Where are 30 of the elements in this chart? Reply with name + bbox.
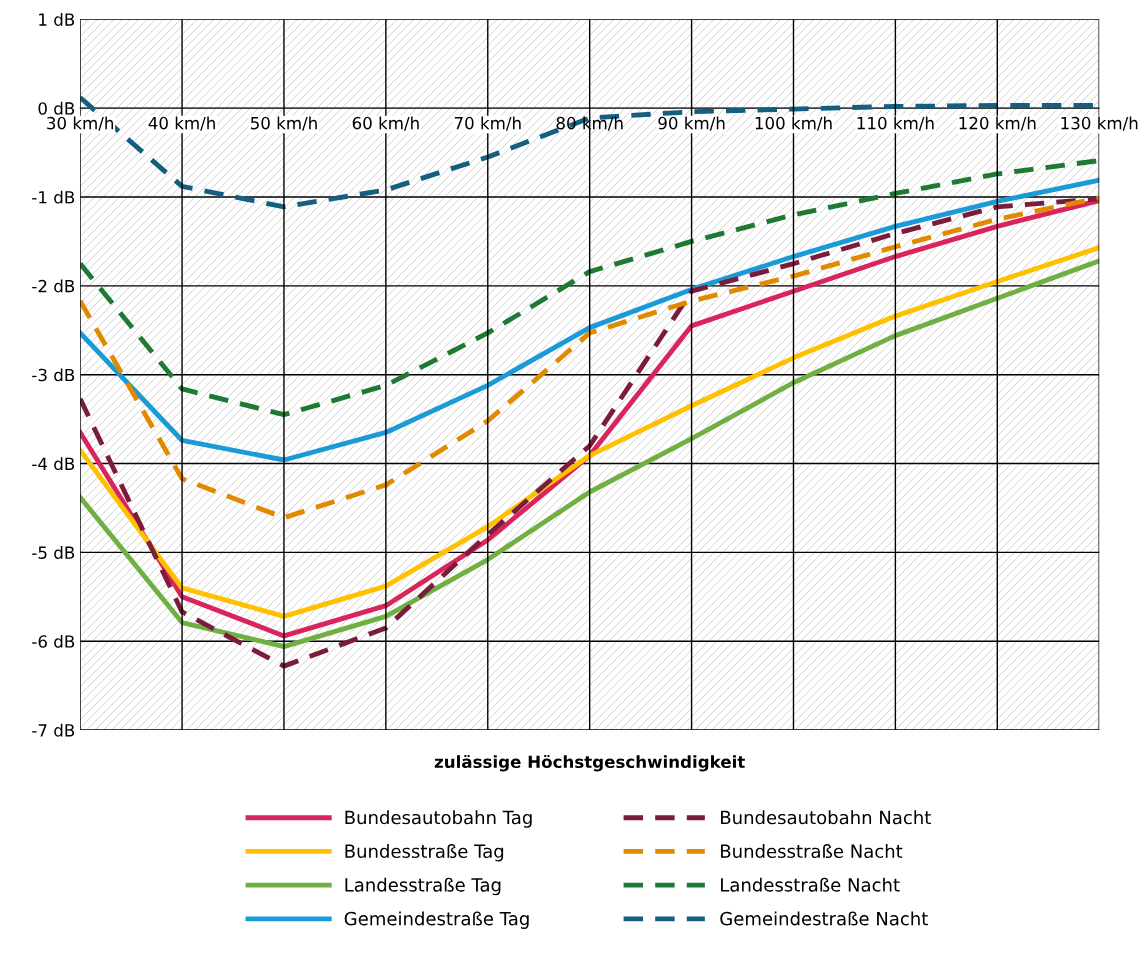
y-tick-label: -4 dB <box>32 457 75 471</box>
x-tick-label: 70 km/h <box>454 116 521 131</box>
legend-label: Bundesautobahn Tag <box>345 810 532 828</box>
y-tick-label: 0 dB <box>38 101 75 115</box>
y-tick-label: -2 dB <box>32 279 75 293</box>
legend-label: Landesstraße Tag <box>345 877 501 896</box>
legend-label: Bundesstraße Nacht <box>721 844 903 858</box>
x-tick-label: 50 km/h <box>250 116 317 131</box>
x-tick-label: 100 km/h <box>755 116 832 131</box>
x-tick-label: 130 km/h <box>1061 116 1138 131</box>
legend-label: Bundesautobahn Nacht <box>721 810 931 825</box>
y-tick-label: -5 dB <box>32 546 75 559</box>
line-series <box>80 195 1100 521</box>
legend-label: Landesstraße Nacht <box>721 877 900 892</box>
x-tick-label: 30 km/h <box>47 116 114 131</box>
x-tick-label: 120 km/h <box>959 116 1036 131</box>
x-tick-label: 110 km/h <box>857 116 934 131</box>
legend-label: Bundesstraße Tag <box>345 844 504 862</box>
x-tick-label: 90 km/h <box>658 116 725 131</box>
y-tick-label: -1 dB <box>32 190 75 204</box>
y-tick-label: 1 dB <box>39 13 75 26</box>
y-tick-label: -7 dB <box>32 723 75 737</box>
x-axis-title: zulässige Höchstgeschwindigkeit <box>434 754 745 772</box>
line-series <box>80 177 1100 463</box>
y-tick-label: -6 dB <box>32 634 75 648</box>
legend-label: Gemeindestraße Nacht <box>720 911 928 926</box>
x-tick-label: 40 km/h <box>148 116 215 131</box>
legend-label: Gemeindestraße Tag <box>344 911 529 929</box>
y-tick-label: -3 dB <box>32 368 75 382</box>
x-tick-label: 60 km/h <box>352 116 419 131</box>
